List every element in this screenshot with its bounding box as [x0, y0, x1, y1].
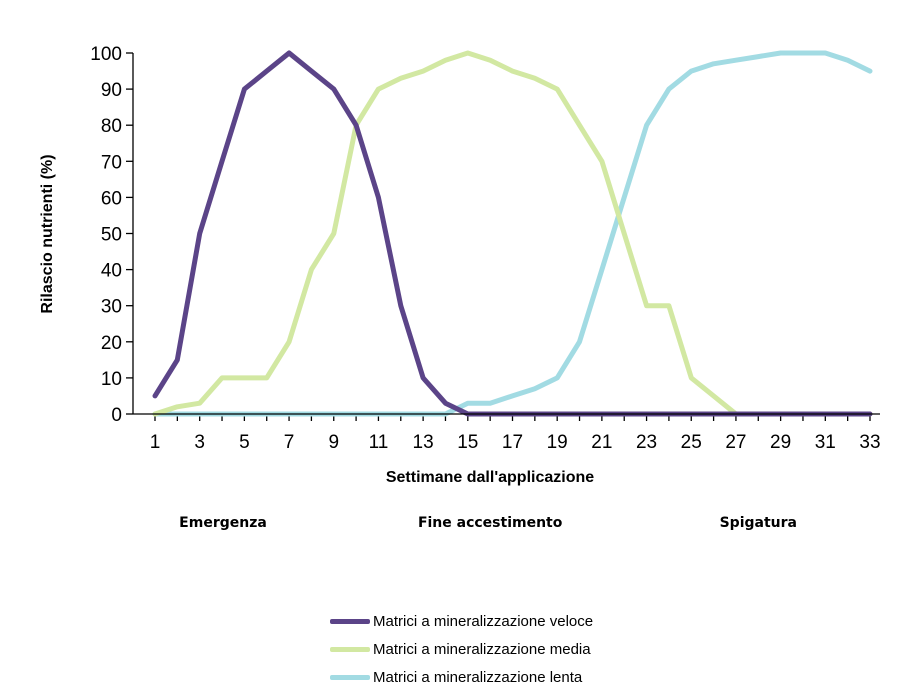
- series-lines: [152, 50, 873, 417]
- x-tick-label: 29: [770, 432, 791, 453]
- legend-item-veloce: Matrici a mineralizzazione veloce: [330, 607, 593, 635]
- legend-swatch-lenta: [330, 674, 370, 680]
- legend-swatch-veloce: [330, 618, 370, 624]
- legend-label: Matrici a mineralizzazione lenta: [373, 668, 583, 686]
- y-tick-label: 30: [101, 297, 122, 318]
- x-tick-label: 31: [815, 432, 836, 453]
- legend-swatch-media: [330, 646, 370, 652]
- y-tick-label: 80: [101, 116, 122, 137]
- x-tick-label: 3: [194, 432, 205, 453]
- phase-label: Spigatura: [719, 515, 797, 531]
- legend-item-lenta: Matrici a mineralizzazione lenta: [330, 663, 593, 691]
- x-tick-label: 25: [681, 432, 702, 453]
- x-tick-label: 27: [725, 432, 746, 453]
- x-tick-label: 1: [150, 432, 161, 453]
- phase-label: Emergenza: [179, 515, 267, 531]
- x-tick-label: 7: [284, 432, 295, 453]
- y-tick-label: 90: [101, 80, 122, 101]
- y-axis-title: Rilascio nutrienti (%): [39, 154, 56, 313]
- y-tick-label: 10: [101, 369, 122, 390]
- y-axis-ticks: 0 10 20 30 40 50 60 70 80 90 100: [90, 44, 133, 426]
- y-tick-label: 70: [101, 152, 122, 173]
- y-tick-label: 40: [101, 261, 122, 282]
- x-tick-label: 9: [328, 432, 339, 453]
- x-tick-label: 21: [591, 432, 612, 453]
- x-axis-title: Settimane dall'applicazione: [386, 469, 594, 486]
- x-tick-label: 5: [239, 432, 250, 453]
- x-tick-label: 15: [457, 432, 478, 453]
- phase-label: Fine accestimento: [417, 515, 563, 531]
- series-line-0: [152, 50, 873, 417]
- y-tick-label: 100: [90, 44, 122, 65]
- series-line-1: [152, 50, 873, 417]
- x-axis-ticks: 1 3 5 7 9 11 13 15 17 19 21 23 25 27 29 31 33: [150, 414, 881, 453]
- x-tick-label: 33: [859, 432, 880, 453]
- legend-label: Matrici a mineralizzazione media: [373, 640, 591, 658]
- y-tick-label: 0: [111, 405, 122, 426]
- legend-item-media: Matrici a mineralizzazione media: [330, 635, 593, 663]
- legend-label: Matrici a mineralizzazione veloce: [373, 612, 594, 630]
- x-tick-label: 17: [502, 432, 523, 453]
- x-tick-label: 11: [369, 432, 389, 453]
- series-line-2: [152, 50, 873, 417]
- y-tick-label: 20: [101, 333, 122, 354]
- legend: Matrici a mineralizzazione veloce Matric…: [330, 607, 593, 691]
- x-tick-label: 23: [636, 432, 657, 453]
- x-tick-label: 13: [413, 432, 434, 453]
- x-tick-label: 19: [547, 432, 568, 453]
- y-tick-label: 60: [101, 188, 122, 209]
- y-tick-label: 50: [101, 225, 122, 246]
